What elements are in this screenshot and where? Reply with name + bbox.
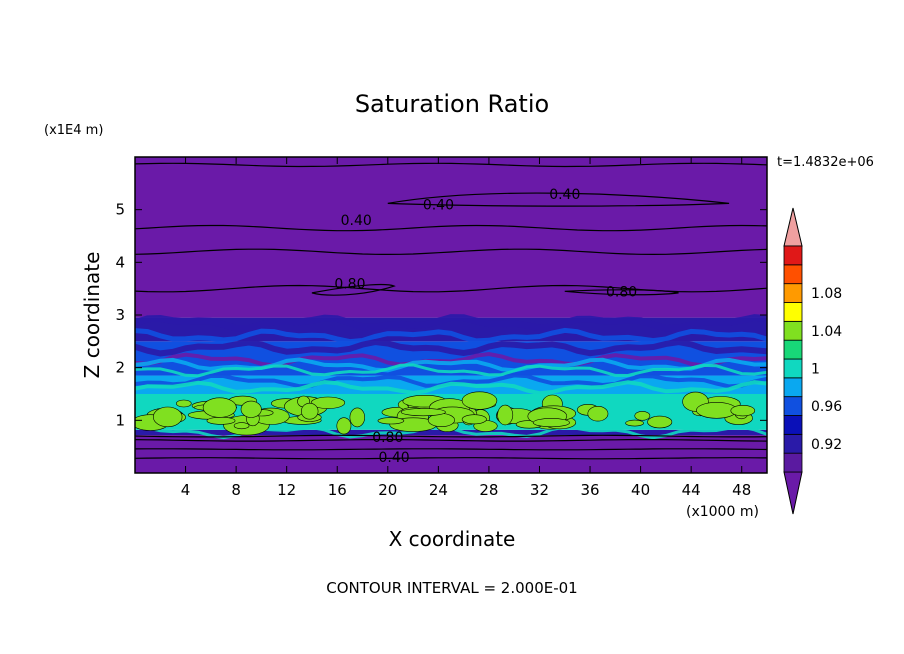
x-tick-label-24: 24 [429,481,448,499]
y-unit-label: (x1E4 m) [44,123,103,138]
y-tick-label-1: 1 [115,411,125,429]
supersaturated-patch-28 [233,422,250,430]
y-axis-label: Z coordinate [80,252,104,379]
y-tick-label-3: 3 [115,306,125,324]
supersaturated-patch-64 [634,410,651,421]
colorbar-label-1: 0.96 [811,399,842,415]
colorbar-over-arrow [783,207,803,247]
colorbar-swatch-9 [783,283,803,303]
contour-line-2 [135,439,767,442]
contour-line-closed [387,192,730,207]
colorbar-label-2: 1 [811,361,820,377]
x-tick-label-4: 4 [181,481,191,499]
colorbar-swatch-1 [783,433,803,454]
colorbar-swatch-5 [783,358,803,379]
contour-line-small-2 [564,289,679,296]
colorbar-swatch-7 [783,320,803,341]
field-streak-1 [135,327,767,345]
contour-label-4: 0.40 [341,213,372,229]
supersaturated-patch-54 [647,415,673,429]
supersaturated-patch-53 [310,396,346,409]
x-tick-label-32: 32 [530,481,549,499]
x-tick-label-36: 36 [580,481,599,499]
colorbar: 0.92 0.96 1 1.04 1.08 [783,207,842,515]
contour-labels: 0.40 0.80 0.80 0.80 0.40 0.40 0.40 [334,187,637,466]
supersaturated-patch-44 [461,391,498,410]
contour-interval-note: CONTOUR INTERVAL = 2.000E-01 [326,579,577,597]
x-tick-label-48: 48 [732,481,751,499]
colorbar-swatch-0 [783,452,803,473]
plot-area [135,157,767,473]
field-streak-7 [135,380,767,396]
contour-line-7 [135,162,767,168]
colorbar-swatch-10 [783,264,803,285]
supersaturated-patch-49 [532,418,570,428]
contour-label-2: 0.80 [334,276,365,292]
x-unit-label: (x1000 m) [686,504,759,520]
colorbar-under-arrow [783,471,803,515]
field-streak-5 [135,363,767,378]
colorbar-label-3: 1.04 [811,324,842,340]
colorbar-label-0: 0.92 [811,437,842,453]
x-tick-label-28: 28 [479,481,498,499]
colorbar-swatch-2 [783,415,803,435]
supersaturated-patch-48 [153,406,183,428]
supersaturated-patch-13 [206,416,236,425]
contour-line-small [311,283,396,296]
supersaturated-patch-59 [377,417,405,425]
supersaturated-patch-23 [497,404,514,426]
colorbar-swatch-4 [783,377,803,398]
supersaturated-patch-37 [176,399,192,408]
supersaturated-patch-52 [240,400,262,418]
field-streak-2 [135,338,767,357]
supersaturated-patch-10 [349,407,365,428]
contour-line-3 [135,434,767,438]
contour-label-3: 0.80 [606,284,637,300]
field-streak-0 [135,314,767,332]
x-tick-label-8: 8 [231,481,241,499]
colorbar-swatch-3 [783,396,803,416]
contour-label-6: 0.40 [549,187,580,203]
time-label: t=1.4832e+06 [777,155,874,170]
x-tick-label-16: 16 [328,481,347,499]
colorbar-swatch-11 [783,245,803,266]
supersaturated-patch-65 [202,397,237,418]
contour-label-5: 0.40 [423,197,454,213]
y-tick-label-2: 2 [115,359,125,377]
colorbar-label-4: 1.08 [811,286,842,302]
colorbar-swatch-6 [783,339,803,360]
x-axis-label: X coordinate [389,527,516,551]
y-tick-label-5: 5 [115,201,125,219]
field-band-1 [135,429,767,436]
chart-title: Saturation Ratio [355,90,549,118]
contour-line-0 [135,457,767,460]
contour-line-6 [135,224,767,232]
supersaturated-patch-57 [336,417,352,435]
contour-label-1: 0.80 [372,430,403,446]
field-streak-4 [135,357,767,373]
supersaturated-patch-69 [730,405,756,417]
x-tick-label-40: 40 [631,481,650,499]
supersaturated-patch-32 [625,419,644,427]
contour-label-0: 0.40 [379,450,410,466]
y-tick-label-4: 4 [115,253,125,271]
x-tick-label-12: 12 [277,481,296,499]
x-axis-ticks: 4 8 12 16 20 24 28 32 36 40 44 48 [181,157,751,499]
x-tick-label-44: 44 [682,481,701,499]
y-axis-ticks: 1 2 3 4 5 [115,201,767,429]
supersaturated-patch-68 [301,402,319,420]
supersaturated-patch-58 [400,408,446,417]
x-tick-label-20: 20 [378,481,397,499]
contour-line-1 [135,448,767,451]
contour-line-5 [135,248,767,256]
supersaturated-patch-61 [461,414,487,425]
colorbar-swatch-8 [783,302,803,322]
supersaturated-patch-62 [587,406,609,422]
